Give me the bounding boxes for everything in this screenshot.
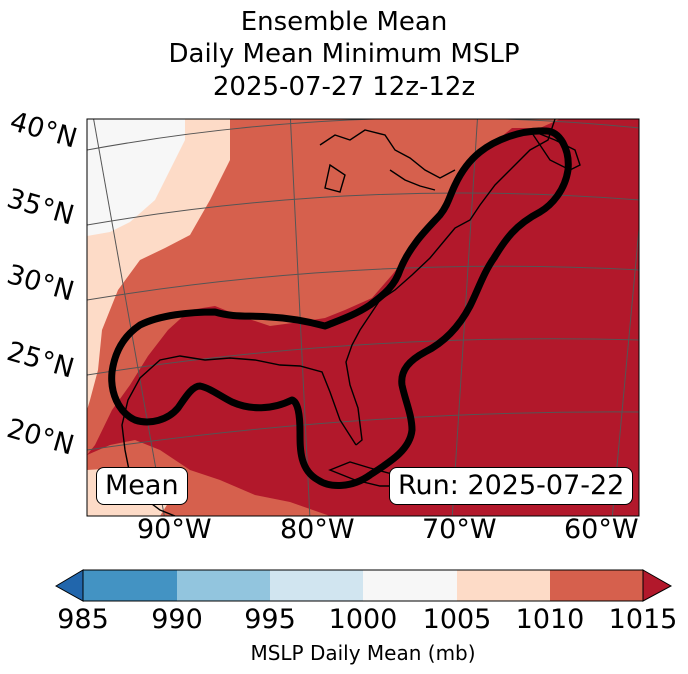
fill-region-1000: [87, 119, 185, 236]
graticule-lat-20: [87, 411, 639, 451]
graticule-lat-30: [87, 265, 639, 301]
coastline-great-lakes: [319, 129, 456, 193]
run-date-box: Run: 2025-07-22: [389, 467, 634, 505]
graticule-lon-80: [289, 119, 311, 516]
graticule-lon-60: [611, 223, 639, 516]
colorbar-tick-1005: 1005: [422, 604, 492, 635]
title-line-1: Ensemble Mean: [240, 7, 448, 37]
colorbar-bin-1000-1005: [363, 570, 457, 601]
lon-label-70: 70°W: [422, 514, 497, 545]
title-line-3: 2025-07-27 12z-12z: [212, 72, 476, 102]
colorbar-extend-high: [642, 569, 673, 602]
graticule-lon-90: [93, 119, 165, 516]
lon-label-80: 80°W: [280, 514, 355, 545]
colorbar-bin-1005-1010: [457, 570, 550, 601]
colorbar-tick-1000: 1000: [328, 604, 398, 635]
colorbar-bin-995-1000: [270, 570, 363, 601]
colorbar-tick-995: 995: [244, 604, 296, 635]
contour-1015: [108, 127, 572, 489]
coastline-nova-scotia: [528, 128, 581, 171]
map-panel: [86, 118, 640, 517]
lon-label-90: 90°W: [137, 514, 212, 545]
coastline-east: [345, 119, 556, 446]
colorbar-tick-985: 985: [57, 604, 109, 635]
colorbar-bin-985-990: [83, 570, 177, 601]
colorbar-tick-1015: 1015: [608, 604, 678, 635]
colorbar-extend-low: [54, 569, 84, 602]
graticule-lat-25: [87, 338, 639, 376]
lon-label-60: 60°W: [564, 514, 639, 545]
colorbar-frame: [82, 569, 644, 602]
colorbar-bin-990-995: [177, 570, 270, 601]
map-frame: [86, 118, 640, 517]
graticule-lat-35: [87, 192, 639, 226]
colorbar-bin-1010-1015: [550, 570, 643, 601]
title-line-2: Daily Mean Minimum MSLP: [168, 39, 520, 69]
colorbar-label: MSLP Daily Mean (mb): [250, 641, 476, 665]
colorbar-tick-1010: 1010: [515, 604, 585, 635]
mean-label-box: Mean: [96, 467, 188, 505]
colorbar-tick-990: 990: [151, 604, 203, 635]
